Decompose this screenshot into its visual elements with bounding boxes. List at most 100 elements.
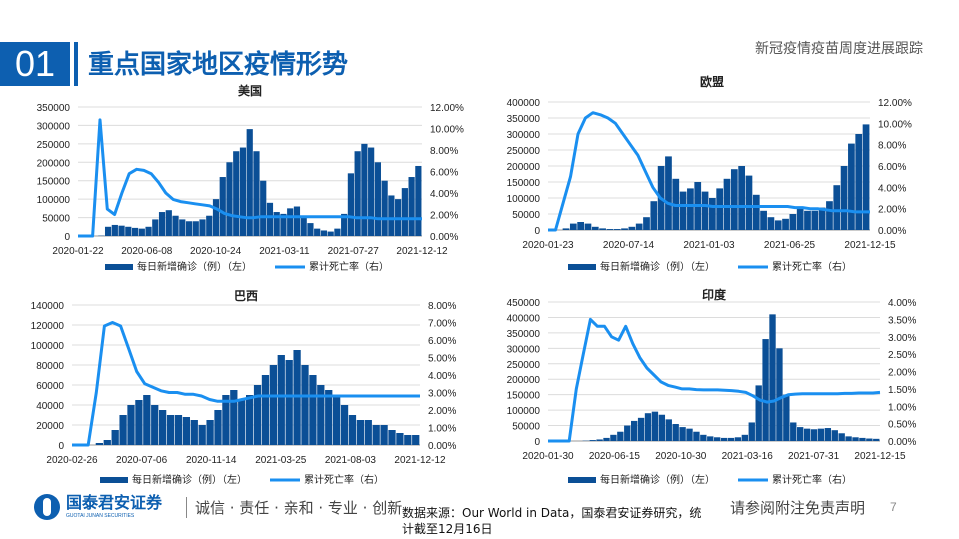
y2-tick-label: 10.00% (430, 125, 464, 136)
slogan: 诚信 · 责任 · 亲和 · 专业 · 创新 (186, 497, 402, 518)
bar (372, 425, 380, 445)
bar (738, 166, 746, 230)
bar (230, 390, 238, 445)
bar (596, 439, 603, 441)
y-tick-label: 50000 (512, 422, 540, 433)
y-tick-label: 50000 (512, 210, 540, 221)
bar (833, 185, 841, 230)
x-tick-label: 2021-03-16 (722, 451, 774, 462)
y-tick-label: 200000 (37, 158, 71, 169)
y2-tick-label: 4.00% (878, 183, 906, 194)
bar (838, 433, 845, 441)
bar (817, 428, 825, 441)
bar (617, 431, 624, 441)
y-tick-label: 100000 (37, 195, 71, 206)
bar (796, 207, 804, 230)
y-tick-label: 0 (64, 232, 70, 243)
bar (266, 202, 274, 236)
bar (277, 355, 285, 445)
bar (285, 360, 293, 445)
bar (762, 339, 769, 441)
page-title: 重点国家地区疫情形势 (88, 50, 349, 80)
bar (348, 415, 357, 445)
y2-tick-label: 2.00% (888, 368, 916, 379)
y-tick-label: 300000 (507, 344, 541, 355)
bar (354, 151, 361, 236)
y2-tick-label: 0.00% (878, 226, 906, 237)
y-tick-label: 200000 (507, 375, 541, 386)
bar (651, 411, 659, 441)
legend-line-label: 累计死亡率（右） (772, 473, 852, 486)
y-tick-label: 150000 (37, 177, 71, 188)
x-tick-label: 2021-12-15 (854, 451, 906, 462)
legend-line-label: 累计死亡率（右） (772, 260, 852, 273)
bar (606, 229, 614, 230)
bar (334, 228, 341, 236)
bar (325, 390, 333, 445)
bar (145, 226, 152, 236)
y-tick-label: 0 (534, 437, 540, 448)
bar (233, 151, 240, 236)
x-tick-label: 2021-12-15 (844, 240, 896, 251)
legend-bars-swatch (568, 477, 596, 483)
y2-tick-label: 3.00% (428, 389, 456, 400)
x-tick-label: 2020-01-22 (52, 246, 104, 257)
bar (852, 437, 859, 441)
bar (396, 433, 404, 445)
report-subtitle: 新冠疫情疫苗周度进展跟踪 (755, 41, 923, 57)
bar (637, 417, 645, 441)
bar (707, 436, 714, 441)
y2-tick-label: 2.00% (430, 211, 458, 222)
x-tick-label: 2020-07-06 (116, 455, 168, 466)
bar (730, 169, 738, 230)
y-tick-label: 350000 (37, 103, 71, 114)
bar (412, 435, 420, 445)
bar (165, 210, 172, 236)
y2-tick-label: 2.00% (878, 205, 906, 216)
x-tick-label: 2020-02-26 (46, 455, 98, 466)
bar (159, 410, 167, 445)
bar (317, 385, 325, 445)
bar (741, 434, 749, 441)
bar (643, 217, 650, 230)
y-tick-label: 100000 (31, 341, 65, 352)
bar (185, 221, 193, 236)
y2-tick-label: 7.00% (428, 319, 456, 330)
bar (269, 365, 278, 445)
bar (826, 201, 833, 230)
company-logo: 国泰君安证券 GUOTAI JUNAN SECURITIES (34, 494, 162, 520)
bar (333, 395, 341, 445)
bar (401, 188, 408, 236)
x-tick-label: 2020-11-14 (186, 455, 237, 466)
company-names: 国泰君安证券 GUOTAI JUNAN SECURITIES (66, 494, 162, 520)
y2-tick-label: 5.00% (428, 354, 456, 365)
y-tick-label: 80000 (36, 361, 64, 372)
x-tick-label: 2021-08-03 (325, 455, 377, 466)
bar (665, 156, 672, 230)
x-tick-label: 2021-07-27 (328, 246, 380, 257)
bar (179, 219, 186, 236)
bar (253, 385, 262, 445)
bar (811, 210, 819, 230)
y-tick-label: 150000 (507, 391, 541, 402)
chart-title: 美国 (238, 83, 262, 98)
divider (74, 42, 78, 86)
legend-bars-label: 每日新增确诊（例）（左） (137, 260, 252, 273)
bar (222, 395, 230, 445)
bar (104, 226, 112, 236)
company-name: 国泰君安证券 (66, 493, 163, 512)
bar (388, 195, 395, 236)
y-tick-label: 100000 (507, 406, 541, 417)
legend-line-label: 累计死亡率（右） (309, 260, 389, 273)
x-tick-label: 2021-03-11 (259, 246, 310, 257)
y-tick-label: 350000 (507, 329, 541, 340)
bar (158, 212, 166, 236)
bar (855, 134, 863, 230)
y2-tick-label: 1.00% (428, 424, 456, 435)
x-tick-label: 2021-07-31 (788, 451, 840, 462)
chart-0: 美国 0 50000 100000 150000 200000 250000 300000 35… (37, 83, 464, 273)
y2-tick-label: 0.00% (430, 232, 458, 243)
bar (818, 207, 826, 230)
bar (111, 430, 119, 445)
bar (783, 394, 790, 441)
